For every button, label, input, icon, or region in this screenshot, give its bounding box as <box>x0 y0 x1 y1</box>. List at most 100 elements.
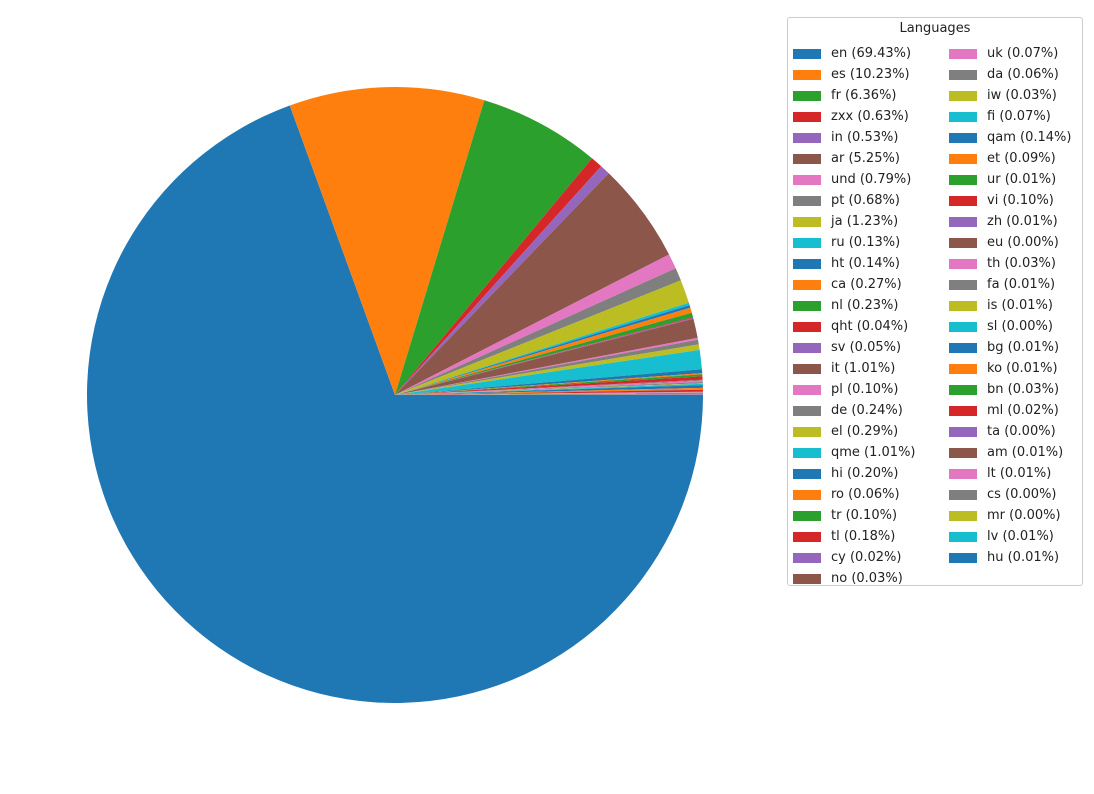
legend-swatch <box>793 469 821 479</box>
legend-swatch <box>949 91 977 101</box>
legend-swatch <box>793 385 821 395</box>
legend-item-uk: uk (0.07%) <box>944 43 1071 64</box>
legend-label: lt (0.01%) <box>987 466 1051 481</box>
legend-label: es (10.23%) <box>831 67 910 82</box>
legend-label: da (0.06%) <box>987 67 1059 82</box>
legend-label: tl (0.18%) <box>831 529 895 544</box>
legend-swatch <box>949 112 977 122</box>
legend-item-tr: tr (0.10%) <box>788 505 916 526</box>
legend-swatch <box>949 427 977 437</box>
legend-item-ja: ja (1.23%) <box>788 211 916 232</box>
legend-label: eu (0.00%) <box>987 235 1059 250</box>
legend-label: ar (5.25%) <box>831 151 900 166</box>
legend-label: ca (0.27%) <box>831 277 902 292</box>
legend-swatch <box>793 280 821 290</box>
legend-item-eu: eu (0.00%) <box>944 232 1071 253</box>
legend-swatch <box>793 490 821 500</box>
legend-item-el: el (0.29%) <box>788 421 916 442</box>
legend-label: qht (0.04%) <box>831 319 908 334</box>
legend-swatch <box>793 154 821 164</box>
legend-item-tl: tl (0.18%) <box>788 526 916 547</box>
legend-swatch <box>793 91 821 101</box>
legend-swatch <box>949 70 977 80</box>
legend-item-hi: hi (0.20%) <box>788 463 916 484</box>
legend-item-am: am (0.01%) <box>944 442 1071 463</box>
legend-swatch <box>949 301 977 311</box>
legend-column-2: uk (0.07%) da (0.06%) iw (0.03%) fi (0.07%)… <box>944 43 1071 568</box>
legend-swatch <box>949 406 977 416</box>
legend-label: fi (0.07%) <box>987 109 1051 124</box>
legend-item-ht: ht (0.14%) <box>788 253 916 274</box>
legend-item-ta: ta (0.00%) <box>944 421 1071 442</box>
legend-item-mr: mr (0.00%) <box>944 505 1071 526</box>
legend-swatch <box>793 448 821 458</box>
legend-swatch <box>793 259 821 269</box>
legend-item-en: en (69.43%) <box>788 43 916 64</box>
legend-swatch <box>949 49 977 59</box>
legend-item-ur: ur (0.01%) <box>944 169 1071 190</box>
legend-label: bn (0.03%) <box>987 382 1059 397</box>
legend-item-ca: ca (0.27%) <box>788 274 916 295</box>
legend-swatch <box>793 196 821 206</box>
legend-label: ru (0.13%) <box>831 235 900 250</box>
legend-label: ja (1.23%) <box>831 214 898 229</box>
legend-item-it: it (1.01%) <box>788 358 916 379</box>
legend-item-qht: qht (0.04%) <box>788 316 916 337</box>
legend-swatch <box>949 322 977 332</box>
legend-label: et (0.09%) <box>987 151 1056 166</box>
legend-item-iw: iw (0.03%) <box>944 85 1071 106</box>
legend-item-pt: pt (0.68%) <box>788 190 916 211</box>
legend-swatch <box>793 133 821 143</box>
legend-item-fa: fa (0.01%) <box>944 274 1071 295</box>
legend-swatch <box>793 70 821 80</box>
legend-swatch <box>949 448 977 458</box>
legend-label: it (1.01%) <box>831 361 895 376</box>
legend-swatch <box>949 196 977 206</box>
legend-item-lt: lt (0.01%) <box>944 463 1071 484</box>
legend-swatch <box>793 532 821 542</box>
legend-swatch <box>949 469 977 479</box>
legend-item-fi: fi (0.07%) <box>944 106 1071 127</box>
legend-item-zxx: zxx (0.63%) <box>788 106 916 127</box>
legend-label: ur (0.01%) <box>987 172 1056 187</box>
legend-item-es: es (10.23%) <box>788 64 916 85</box>
legend-swatch <box>949 385 977 395</box>
legend-label: mr (0.00%) <box>987 508 1061 523</box>
legend-label: pt (0.68%) <box>831 193 900 208</box>
legend-item-th: th (0.03%) <box>944 253 1071 274</box>
legend-swatch <box>793 238 821 248</box>
legend-label: iw (0.03%) <box>987 88 1057 103</box>
legend-item-is: is (0.01%) <box>944 295 1071 316</box>
legend-item-qam: qam (0.14%) <box>944 127 1071 148</box>
legend-label: pl (0.10%) <box>831 382 898 397</box>
legend-item-cy: cy (0.02%) <box>788 547 916 568</box>
legend-swatch <box>949 490 977 500</box>
legend-item-sl: sl (0.00%) <box>944 316 1071 337</box>
legend-swatch <box>793 217 821 227</box>
legend-swatch <box>793 49 821 59</box>
legend-item-hu: hu (0.01%) <box>944 547 1071 568</box>
legend-label: bg (0.01%) <box>987 340 1059 355</box>
legend-item-de: de (0.24%) <box>788 400 916 421</box>
legend-label: no (0.03%) <box>831 571 903 586</box>
legend-label: el (0.29%) <box>831 424 898 439</box>
legend-label: ta (0.00%) <box>987 424 1056 439</box>
legend-item-sv: sv (0.05%) <box>788 337 916 358</box>
legend-column-1: en (69.43%)es (10.23%)fr (6.36%)zxx (0.6… <box>788 43 916 589</box>
legend-label: und (0.79%) <box>831 172 911 187</box>
legend-label: am (0.01%) <box>987 445 1063 460</box>
legend-label: ml (0.02%) <box>987 403 1059 418</box>
legend-swatch <box>949 133 977 143</box>
legend-swatch <box>949 154 977 164</box>
legend-item-et: et (0.09%) <box>944 148 1071 169</box>
legend-label: hu (0.01%) <box>987 550 1059 565</box>
legend-swatch <box>949 280 977 290</box>
legend-item-no: no (0.03%) <box>788 568 916 589</box>
legend-item-cs: cs (0.00%) <box>944 484 1071 505</box>
legend-swatch <box>949 259 977 269</box>
legend-swatch <box>793 301 821 311</box>
legend-label: ro (0.06%) <box>831 487 900 502</box>
legend-swatch <box>949 511 977 521</box>
legend-label: nl (0.23%) <box>831 298 898 313</box>
